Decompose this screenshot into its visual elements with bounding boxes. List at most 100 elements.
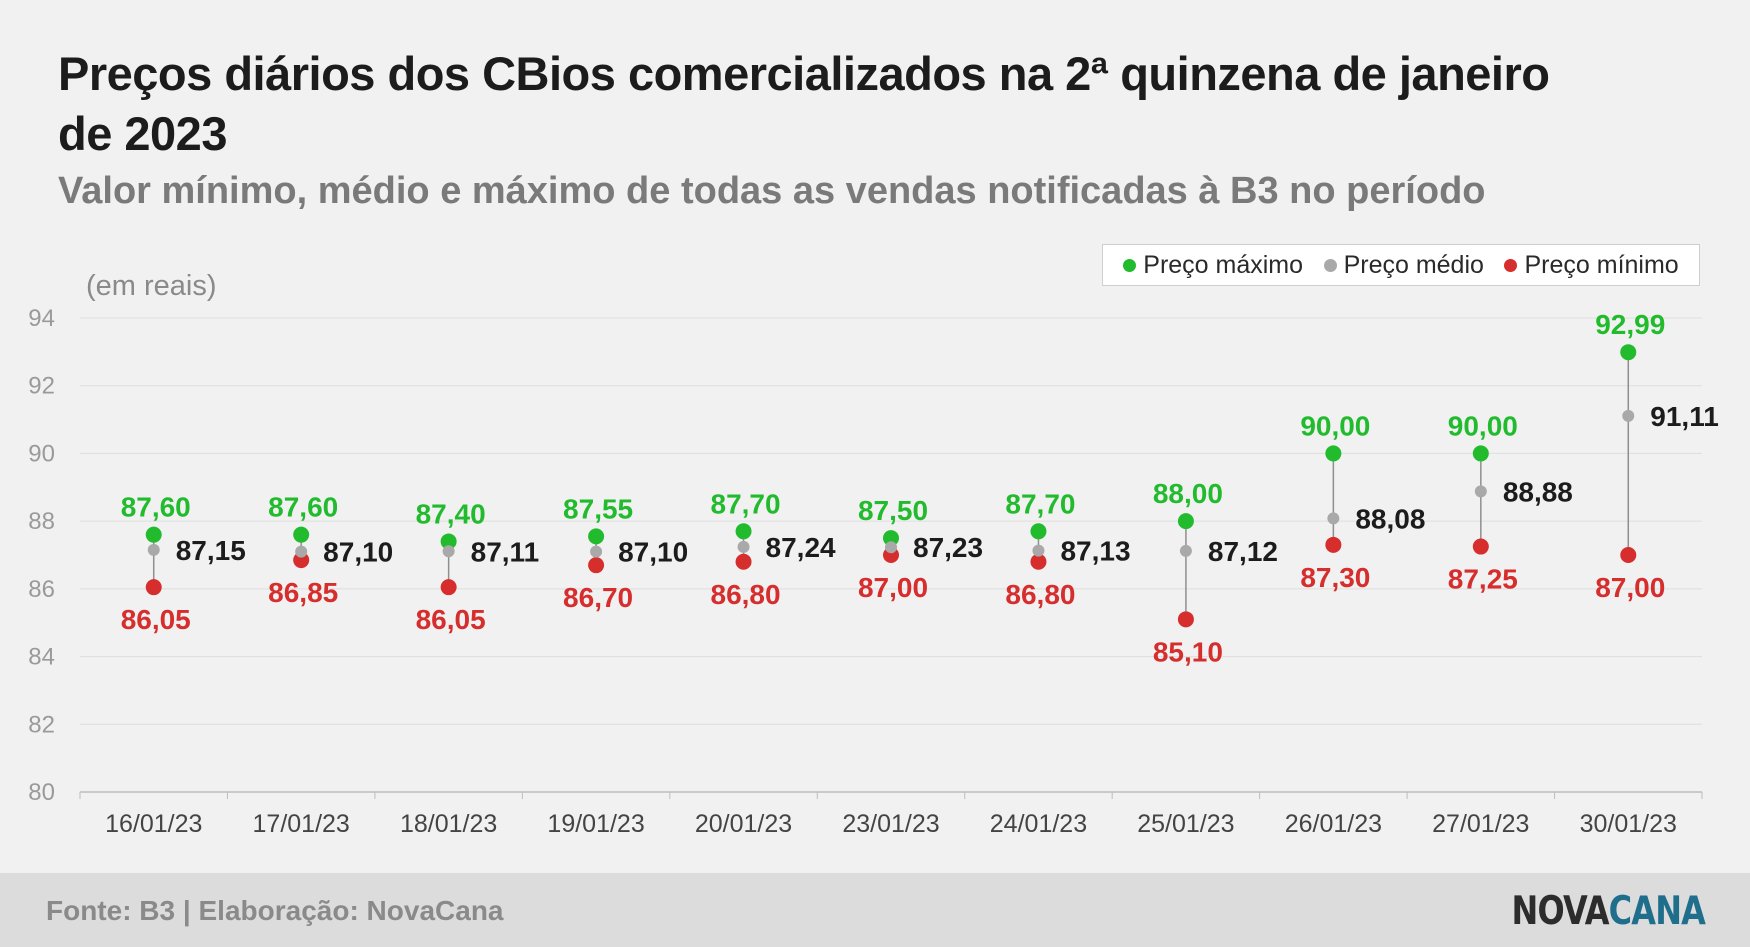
legend-label-max: Preço máximo — [1143, 250, 1304, 279]
data-label-avg: 87,15 — [176, 535, 246, 566]
point-avg — [442, 545, 455, 558]
point-avg — [590, 545, 603, 558]
legend: Preço máximo Preço médio Preço mínimo — [1102, 244, 1700, 286]
point-max — [145, 526, 162, 543]
point-min — [1472, 538, 1489, 555]
data-label-avg: 88,08 — [1355, 503, 1425, 534]
y-tick-label: 80 — [28, 779, 55, 806]
point-max — [883, 530, 899, 547]
data-label-avg: 87,23 — [913, 532, 983, 563]
chart-plot: 80 82 84 86 88 90 92 94 16/01/23 17/01/23 18/01/23… — [28, 305, 1719, 838]
y-tick-label: 84 — [28, 644, 55, 671]
data-label-min: 87,00 — [1595, 572, 1665, 603]
y-unit-label: (em reais) — [86, 270, 217, 302]
data-label-avg: 87,24 — [766, 532, 836, 563]
legend-dot-min-icon — [1504, 258, 1518, 272]
point-min — [440, 579, 457, 596]
legend-item-min: Preço mínimo — [1504, 250, 1679, 280]
data-label-max: 90,00 — [1300, 410, 1370, 441]
data-label-max: 90,00 — [1448, 410, 1518, 441]
data-label-max: 87,50 — [858, 495, 928, 526]
brand-logo-part2: CANA — [1608, 889, 1706, 934]
point-max — [1177, 513, 1194, 530]
point-min — [1177, 611, 1194, 628]
point-max — [735, 523, 752, 540]
point-max — [588, 528, 605, 545]
data-label-avg: 87,12 — [1208, 536, 1278, 567]
data-label-avg: 87,11 — [471, 536, 540, 567]
y-tick-label: 92 — [28, 373, 55, 400]
point-max — [440, 533, 457, 550]
x-tick-label: 26/01/23 — [1285, 810, 1382, 838]
point-avg — [1032, 544, 1045, 557]
point-avg — [1327, 512, 1340, 525]
data-label-avg: 87,10 — [618, 537, 688, 568]
data-label-max: 87,60 — [268, 492, 338, 523]
y-tick-label: 90 — [28, 440, 55, 467]
point-max — [1472, 445, 1489, 462]
data-label-avg: 87,10 — [323, 537, 393, 568]
brand-logo: NOVACANA — [1511, 889, 1705, 934]
data-label-avg: 87,13 — [1060, 536, 1130, 567]
y-tick-label: 82 — [28, 711, 55, 738]
data-label-min: 86,85 — [268, 577, 338, 608]
data-label-min: 85,10 — [1153, 636, 1223, 667]
point-avg — [1622, 409, 1635, 422]
legend-dot-max-icon — [1123, 258, 1137, 272]
data-label-max: 88,00 — [1153, 478, 1223, 509]
data-label-min: 86,70 — [563, 582, 633, 613]
point-max — [293, 526, 310, 543]
y-tick-label: 88 — [28, 508, 55, 535]
data-label-max: 92,99 — [1595, 309, 1665, 340]
data-label-min: 87,30 — [1300, 562, 1370, 593]
chart-title: Preços diários dos CBios comercializados… — [58, 47, 1550, 160]
point-max — [1620, 344, 1637, 361]
point-max — [1030, 523, 1047, 540]
x-tick-label: 24/01/23 — [990, 810, 1087, 838]
data-label-avg: 88,88 — [1503, 476, 1573, 507]
legend-label-avg: Preço médio — [1343, 250, 1484, 279]
legend-label-min: Preço mínimo — [1524, 250, 1679, 279]
x-tick-label: 19/01/23 — [547, 810, 644, 838]
x-tick-label: 27/01/23 — [1432, 810, 1529, 838]
data-label-min: 87,00 — [858, 572, 928, 603]
data-label-max: 87,60 — [121, 492, 191, 523]
point-min — [1030, 553, 1047, 570]
point-min — [1325, 536, 1342, 553]
data-label-max: 87,70 — [1005, 488, 1075, 519]
point-avg — [1179, 544, 1192, 557]
data-label-min: 86,80 — [711, 579, 781, 610]
data-label-min: 86,05 — [416, 604, 486, 635]
point-max — [1325, 445, 1342, 462]
x-tick-label: 17/01/23 — [253, 810, 350, 838]
x-tick-label: 16/01/23 — [105, 810, 202, 838]
legend-item-max: Preço máximo — [1123, 251, 1303, 280]
data-label-min: 87,25 — [1448, 564, 1518, 595]
x-tick-label: 18/01/23 — [400, 810, 497, 838]
point-min — [145, 579, 162, 596]
legend-dot-avg-icon — [1323, 258, 1337, 272]
y-tick-label: 86 — [28, 576, 55, 603]
point-avg — [1474, 485, 1487, 498]
brand-logo-part1: NOVA — [1511, 889, 1609, 934]
footer: Fonte: B3 | Elaboração: NovaCana NOVACAN… — [0, 873, 1750, 947]
x-tick-label: 23/01/23 — [842, 810, 939, 838]
point-avg — [885, 541, 897, 554]
point-avg — [147, 543, 160, 556]
point-min — [1620, 547, 1637, 563]
chart-subtitle: Valor mínimo, médio e máximo de todas as… — [58, 170, 1486, 212]
point-min — [588, 557, 605, 574]
legend-item-avg: Preço médio — [1323, 250, 1484, 280]
y-tick-label: 94 — [28, 305, 55, 332]
data-label-max: 87,55 — [563, 493, 633, 524]
point-min — [735, 553, 752, 570]
data-label-max: 87,40 — [416, 498, 486, 529]
point-avg — [737, 540, 750, 553]
data-label-min: 86,80 — [1005, 579, 1075, 610]
data-label-avg: 91,11 — [1650, 401, 1719, 432]
x-tick-label: 25/01/23 — [1137, 810, 1234, 838]
x-tick-label: 30/01/23 — [1580, 810, 1677, 838]
source-text: Fonte: B3 | Elaboração: NovaCana — [46, 895, 504, 926]
data-label-max: 87,70 — [711, 488, 781, 519]
data-label-min: 86,05 — [121, 604, 191, 635]
